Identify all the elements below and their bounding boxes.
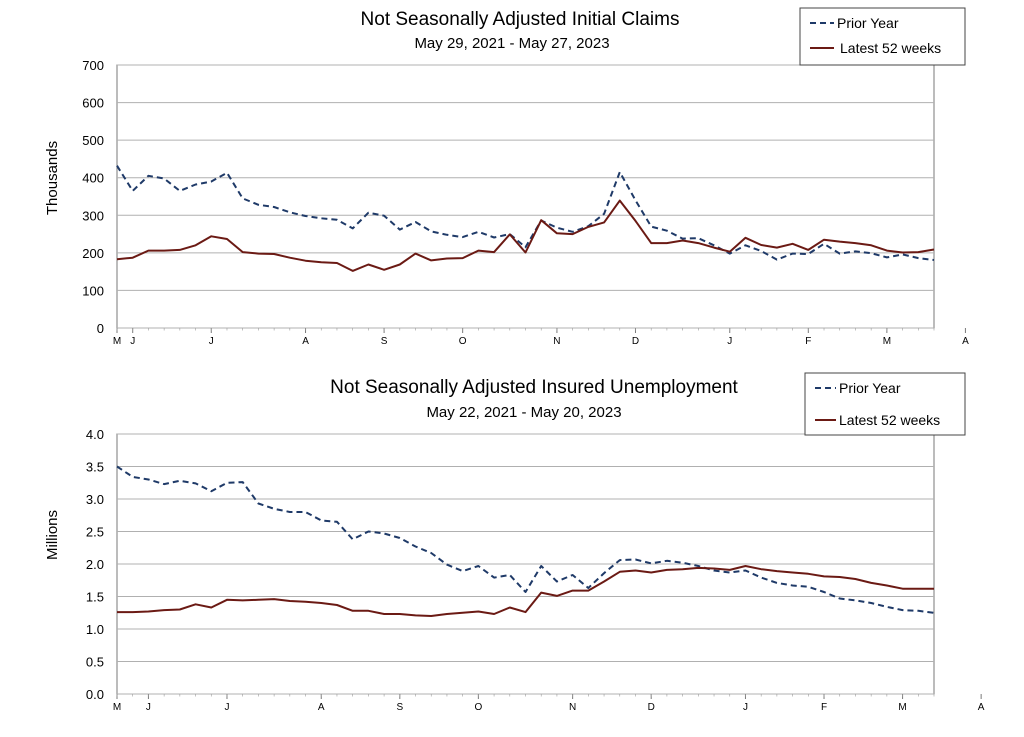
- grid: [116, 64, 935, 329]
- y-tick-label: 600: [82, 96, 104, 111]
- y-axis-label: Thousands: [44, 141, 61, 215]
- x-tick-label: O: [459, 336, 467, 347]
- chart-title: Not Seasonally Adjusted Insured Unemploy…: [330, 377, 738, 398]
- y-tick-label: 100: [82, 283, 104, 298]
- series-lines: [116, 165, 935, 272]
- legend-label-latest-52-weeks: Latest 52 weeks: [840, 40, 941, 56]
- x-tick-label: A: [318, 702, 325, 713]
- chart-title: Not Seasonally Adjusted Initial Claims: [361, 9, 680, 30]
- x-tick-label: M: [113, 702, 121, 713]
- x-tick-label: J: [209, 336, 214, 347]
- x-tick-label: N: [569, 702, 576, 713]
- x-tick-label: J: [146, 702, 151, 713]
- grid: [116, 433, 935, 695]
- y-tick-label: 1.0: [86, 622, 104, 637]
- y-tick-label: 0: [97, 321, 104, 336]
- chart-subtitle: May 22, 2021 - May 20, 2023: [426, 404, 621, 421]
- y-tick-label: 2.5: [86, 525, 104, 540]
- insured-unemployment-chart: Not Seasonally Adjusted Insured Unemploy…: [44, 372, 985, 713]
- legend-box: [804, 372, 966, 436]
- x-tick-label: F: [821, 702, 827, 713]
- x-tick-label: J: [130, 336, 135, 347]
- x-tick-label: S: [381, 336, 388, 347]
- y-tick-label: 4.0: [86, 427, 104, 442]
- y-tick-label: 200: [82, 246, 104, 261]
- x-tick-label: M: [113, 336, 121, 347]
- x-tick-label: A: [302, 336, 309, 347]
- initial-claims-chart: Not Seasonally Adjusted Initial Claims M…: [44, 7, 969, 347]
- x-axis-ticks: MJJASONDJFMAM: [113, 328, 969, 347]
- legend-box: [799, 7, 966, 66]
- x-tick-label: J: [743, 702, 748, 713]
- series-line-latest-52-weeks: [116, 199, 935, 272]
- y-axis-ticks: 0.0 0.5 1.0 1.5 2.0 2.5 3.0 3.5 4.0: [86, 427, 104, 702]
- y-tick-label: 2.0: [86, 557, 104, 572]
- legend: Prior Year Latest 52 weeks: [804, 372, 966, 436]
- y-axis-label: Millions: [44, 510, 61, 560]
- y-tick-label: 0.0: [86, 687, 104, 702]
- y-tick-label: 3.0: [86, 492, 104, 507]
- legend: Prior Year Latest 52 weeks: [799, 7, 966, 66]
- chart-subtitle: May 29, 2021 - May 27, 2023: [414, 35, 609, 52]
- series-line-latest-52-weeks: [117, 565, 934, 617]
- x-tick-label: A: [962, 336, 969, 347]
- x-tick-label: A: [978, 702, 985, 713]
- x-tick-label: M: [883, 336, 891, 347]
- plot-frame: [116, 64, 935, 329]
- x-tick-label: D: [632, 336, 639, 347]
- x-tick-label: N: [553, 336, 560, 347]
- x-tick-label: J: [224, 702, 229, 713]
- y-tick-label: 0.5: [86, 655, 104, 670]
- y-axis-ticks: 0 100 200 300 400 500 600 700: [82, 58, 104, 336]
- x-axis-ticks: MJJASONDJFMAM: [113, 694, 985, 713]
- y-tick-label: 400: [82, 171, 104, 186]
- y-tick-label: 3.5: [86, 460, 104, 475]
- y-tick-label: 1.5: [86, 590, 104, 605]
- x-tick-label: D: [648, 702, 655, 713]
- series-lines: [116, 465, 935, 617]
- x-tick-label: F: [805, 336, 811, 347]
- legend-label-prior-year: Prior Year: [837, 15, 899, 31]
- y-tick-label: 700: [82, 58, 104, 73]
- x-tick-label: M: [898, 702, 906, 713]
- y-tick-label: 300: [82, 208, 104, 223]
- legend-label-latest-52-weeks: Latest 52 weeks: [839, 412, 940, 428]
- x-tick-label: O: [474, 702, 482, 713]
- series-line-prior-year: [116, 465, 935, 614]
- x-tick-label: J: [727, 336, 732, 347]
- legend-label-prior-year: Prior Year: [839, 380, 901, 396]
- series-line-prior-year: [116, 165, 935, 261]
- y-tick-label: 500: [82, 133, 104, 148]
- x-tick-label: S: [396, 702, 403, 713]
